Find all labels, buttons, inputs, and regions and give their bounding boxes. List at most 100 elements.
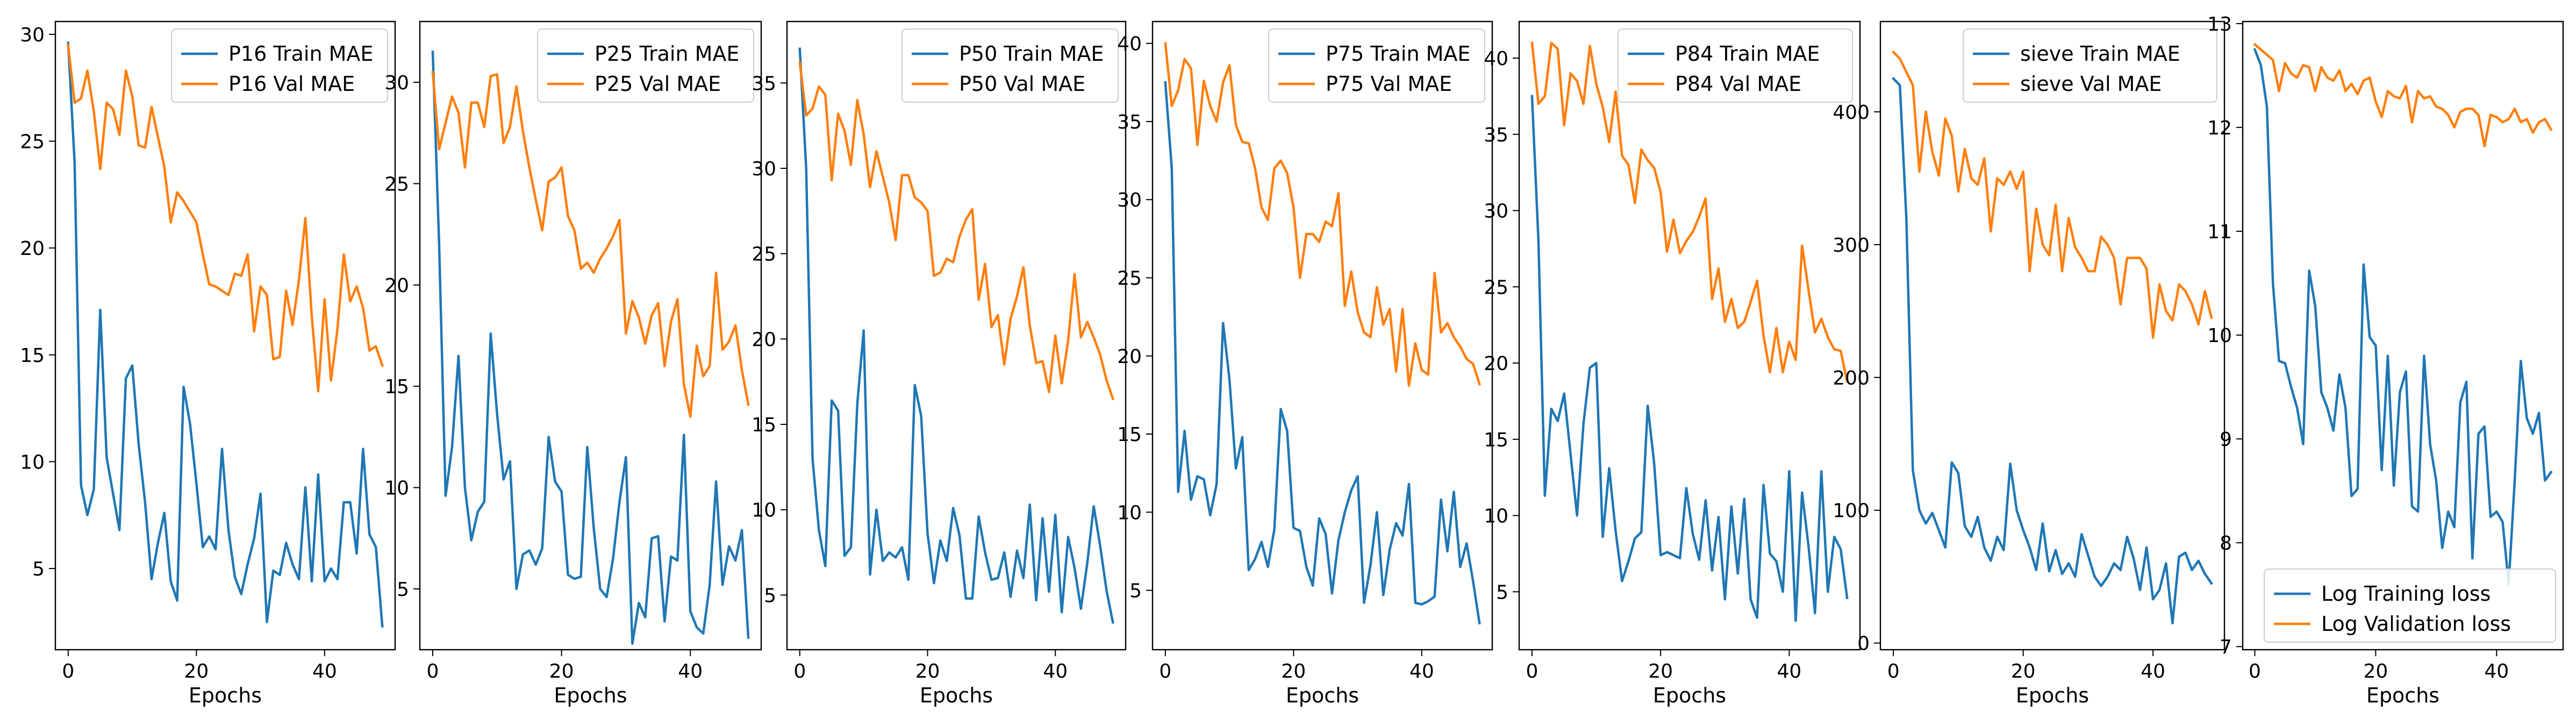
- axes-frame: [1151, 20, 1493, 651]
- y-tick-label: 400: [1833, 102, 1870, 124]
- y-tick-label: 10: [752, 500, 776, 522]
- y-tick-label: 13: [2207, 13, 2232, 35]
- y-tick-label: 35: [752, 73, 776, 95]
- y-tick-label: 30: [1117, 189, 1142, 211]
- legend-label: P84 Val MAE: [1675, 72, 1801, 96]
- y-tick-label: 25: [20, 131, 45, 153]
- axes-frame: [1879, 20, 2226, 651]
- x-axis-label: Epochs: [1653, 684, 1726, 707]
- legend-label: sieve Train MAE: [2020, 42, 2180, 66]
- legend-label: Log Training loss: [2321, 582, 2491, 606]
- x-axis-label: Epochs: [920, 684, 993, 707]
- series-line-train: [798, 47, 1114, 624]
- x-axis-label: Epochs: [554, 684, 627, 707]
- y-tick-label: 5: [1129, 580, 1142, 602]
- series-line-val: [431, 70, 750, 418]
- y-tick-label: 30: [1484, 201, 1508, 223]
- legend-box: [1963, 29, 2217, 103]
- y-tick-label: 5: [764, 585, 776, 607]
- legend-label: P16 Train MAE: [228, 42, 373, 66]
- y-tick-label: 25: [1117, 267, 1142, 289]
- y-tick-label: 15: [752, 414, 776, 436]
- legend-label: P25 Train MAE: [595, 42, 739, 66]
- y-tick-label: 10: [384, 478, 409, 500]
- series-line-train: [1164, 81, 1481, 625]
- series-line-val: [798, 61, 1115, 401]
- legend-box: [171, 29, 388, 103]
- legend-label: P75 Train MAE: [1326, 42, 1470, 66]
- x-tick-label: 0: [1526, 660, 1538, 683]
- y-tick-label: 20: [20, 238, 45, 260]
- y-tick-label: 12: [2207, 117, 2232, 139]
- series-line-train: [2253, 48, 2553, 586]
- x-tick-label: 20: [1648, 660, 1673, 683]
- x-axis-label: Epochs: [2366, 684, 2439, 707]
- legend-label: P25 Val MAE: [595, 72, 721, 96]
- y-tick-label: 0: [1857, 633, 1870, 655]
- axes-frame: [419, 20, 762, 651]
- series-line-val: [1530, 41, 1849, 383]
- series-line-train: [1892, 77, 2213, 624]
- y-tick-label: 15: [1484, 429, 1508, 451]
- y-tick-label: 30: [752, 158, 776, 180]
- y-tick-label: 40: [1484, 48, 1508, 70]
- legend: P16 Train MAE P16 Val MAE: [171, 29, 388, 103]
- legend-label: P50 Val MAE: [959, 72, 1085, 96]
- legend: sieve Train MAE sieve Val MAE: [1963, 29, 2217, 103]
- series-line-val: [2253, 42, 2553, 147]
- x-tick-label: 20: [915, 660, 940, 683]
- series-line-val: [1164, 42, 1482, 387]
- y-tick-label: 30: [20, 24, 45, 46]
- y-tick-label: 300: [1833, 234, 1870, 257]
- y-tick-label: 11: [2207, 221, 2232, 243]
- y-tick-label: 200: [1833, 367, 1870, 389]
- y-tick-label: 10: [20, 451, 45, 473]
- x-tick-label: 0: [793, 660, 806, 683]
- series-line-train: [1530, 95, 1849, 622]
- x-tick-label: 20: [184, 660, 209, 683]
- x-tick-label: 20: [2011, 660, 2036, 683]
- axes-frame: [2242, 20, 2564, 651]
- x-tick-label: 40: [1777, 660, 1802, 683]
- series-line-train: [67, 41, 384, 628]
- legend: P75 Train MAE P75 Val MAE: [1268, 29, 1485, 103]
- legend-box: [1268, 29, 1485, 103]
- y-tick-label: 35: [1484, 124, 1508, 146]
- y-tick-label: 20: [752, 329, 776, 351]
- legend-box: [537, 29, 754, 103]
- x-tick-label: 0: [2249, 660, 2261, 683]
- legend-label: sieve Val MAE: [2020, 72, 2162, 96]
- x-axis-label: Epochs: [189, 684, 262, 707]
- x-tick-label: 0: [1159, 660, 1171, 683]
- series-line-val: [1892, 50, 2213, 339]
- legend: Log Training loss Log Validation loss: [2264, 568, 2556, 643]
- axes-frame: [786, 20, 1127, 651]
- x-tick-label: 40: [1043, 660, 1068, 683]
- y-tick-label: 20: [384, 275, 409, 297]
- series-line-train: [431, 51, 750, 645]
- legend-box: [2264, 568, 2556, 643]
- y-tick-label: 100: [1833, 500, 1870, 522]
- y-tick-label: 5: [32, 558, 45, 580]
- chart-panel-1: 0 20 40 5 10 15 20 25 30 Epochs P16 Train MAE P16 V…: [20, 20, 396, 707]
- legend-label: P50 Train MAE: [959, 42, 1104, 66]
- y-tick-label: 30: [384, 72, 409, 94]
- y-tick-label: 10: [2207, 325, 2232, 347]
- y-tick-label: 5: [397, 579, 409, 601]
- x-tick-label: 40: [1409, 660, 1434, 683]
- axes-frame: [1518, 20, 1861, 651]
- legend: P50 Train MAE P50 Val MAE: [901, 29, 1119, 103]
- x-tick-label: 0: [62, 660, 74, 683]
- y-tick-label: 25: [1484, 276, 1508, 298]
- legend: P25 Train MAE P25 Val MAE: [537, 29, 754, 103]
- x-tick-label: 0: [427, 660, 439, 683]
- y-tick-label: 10: [1117, 502, 1142, 524]
- y-tick-label: 9: [2220, 429, 2232, 451]
- y-tick-label: 35: [1117, 111, 1142, 133]
- x-tick-label: 20: [549, 660, 574, 683]
